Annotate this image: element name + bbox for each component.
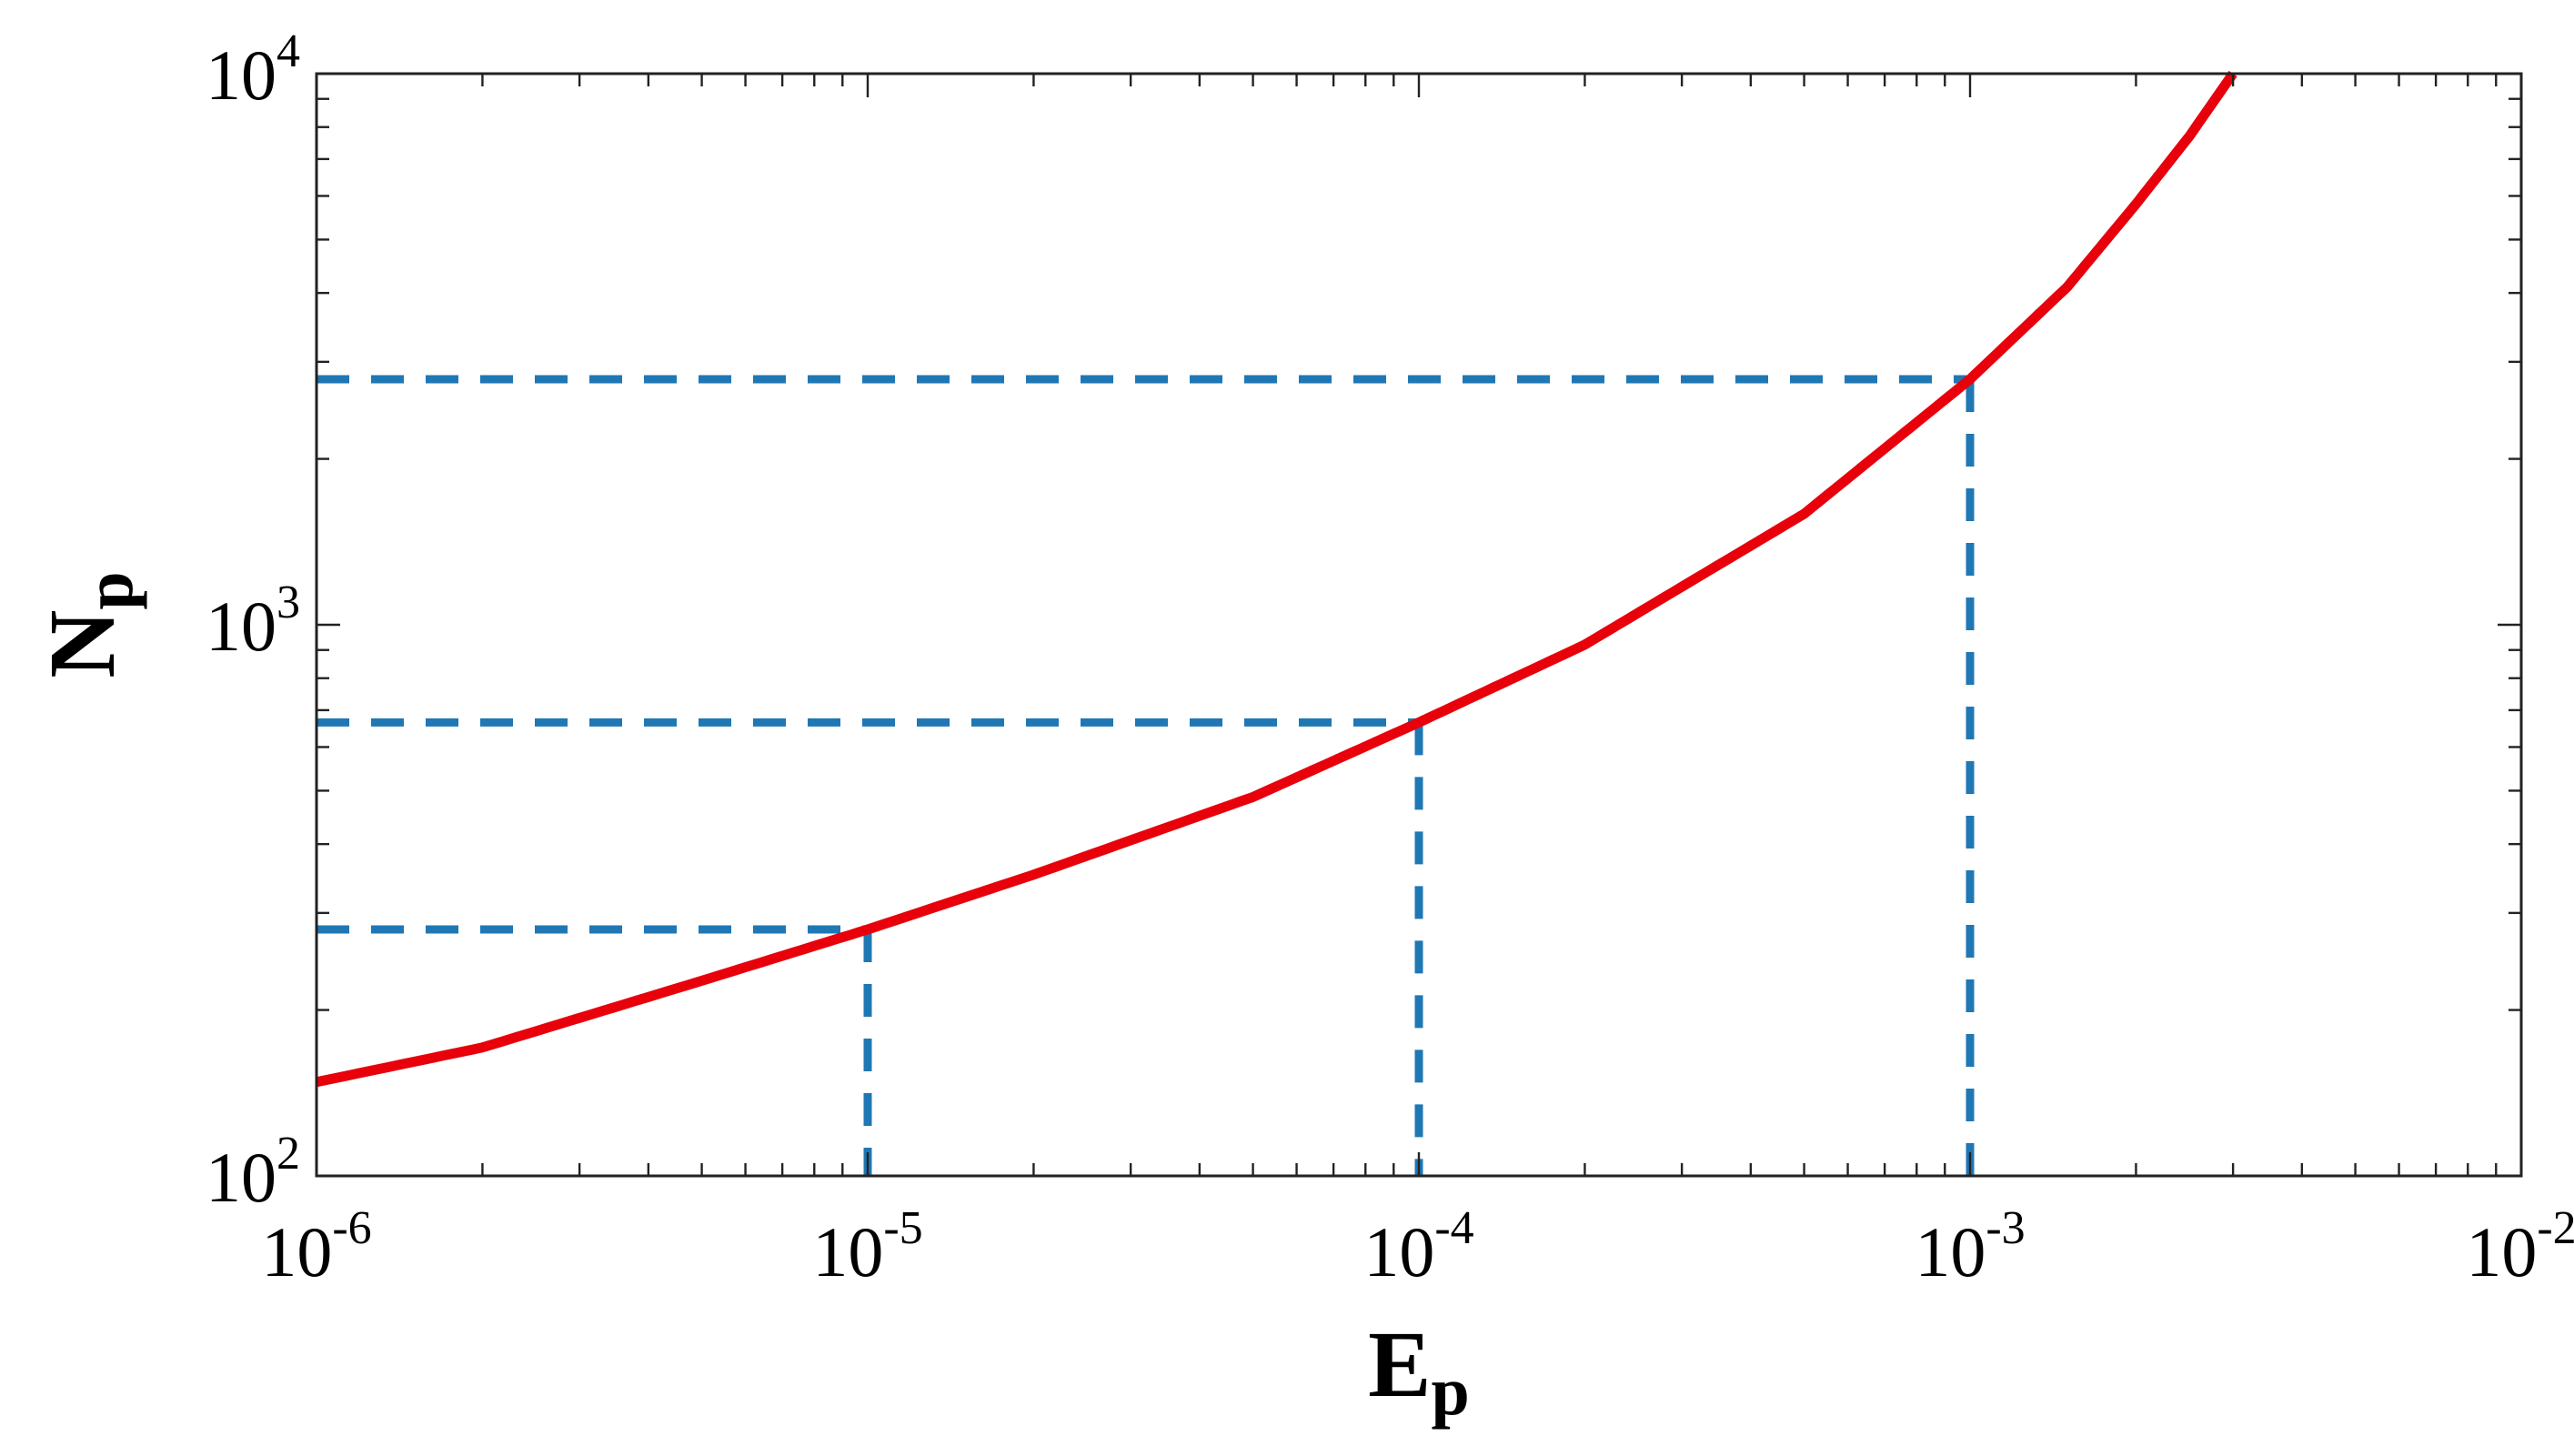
x-axis-label-main: E bbox=[1368, 1312, 1431, 1417]
x-tick-label-base: 10 bbox=[1363, 1212, 1434, 1291]
x-tick-label: 10-2 bbox=[2466, 1202, 2574, 1291]
y-axis-label-main: N bbox=[30, 610, 135, 678]
y-tick-label-base: 10 bbox=[206, 587, 277, 666]
series-layer bbox=[315, 70, 2237, 1088]
x-tick-label-exponent: -6 bbox=[332, 1202, 371, 1254]
y-tick-label-exponent: 4 bbox=[277, 25, 300, 77]
x-tick-label: 10-5 bbox=[812, 1202, 922, 1291]
y-tick-label: 102 bbox=[206, 1128, 300, 1217]
x-tick-label: 10-6 bbox=[261, 1202, 371, 1291]
x-tick-label-exponent: -3 bbox=[1986, 1202, 2025, 1254]
y-tick-label: 103 bbox=[206, 577, 300, 666]
y-tick-label-exponent: 2 bbox=[277, 1128, 300, 1180]
x-tick-label: 10-3 bbox=[1915, 1202, 2025, 1291]
x-tick-label-exponent: -5 bbox=[883, 1202, 922, 1254]
series-line bbox=[315, 70, 2237, 1088]
axis-ticks bbox=[315, 74, 2521, 1178]
x-tick-label-base: 10 bbox=[261, 1212, 332, 1291]
y-tick-label-base: 10 bbox=[206, 35, 277, 115]
x-tick-label: 10-4 bbox=[1363, 1202, 1473, 1291]
y-axis-label: Np bbox=[30, 571, 147, 678]
x-tick-label-base: 10 bbox=[812, 1212, 883, 1291]
y-axis-label-sub: p bbox=[71, 571, 147, 609]
x-tick-label-base: 10 bbox=[2466, 1212, 2537, 1291]
x-axis-label: Ep bbox=[1368, 1312, 1470, 1430]
y-tick-label: 104 bbox=[206, 25, 300, 115]
y-tick-label-base: 10 bbox=[206, 1138, 277, 1217]
y-tick-label-exponent: 3 bbox=[277, 577, 300, 628]
x-tick-label-base: 10 bbox=[1915, 1212, 1986, 1291]
x-tick-label-exponent: -4 bbox=[1434, 1202, 1473, 1254]
reference-lines bbox=[317, 375, 1975, 1176]
x-axis-label-sub: p bbox=[1432, 1353, 1470, 1430]
x-tick-label-exponent: -2 bbox=[2537, 1202, 2574, 1254]
